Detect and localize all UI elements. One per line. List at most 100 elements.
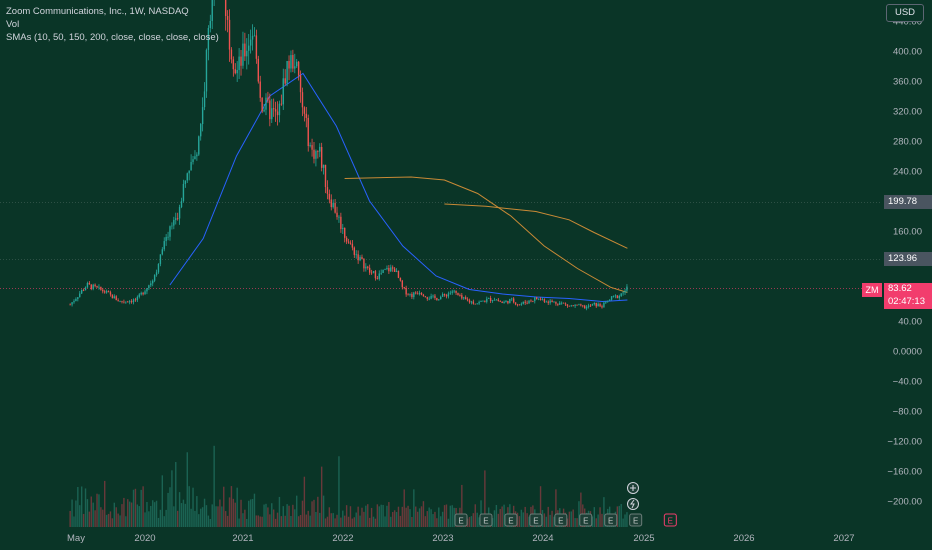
candle-body (338, 216, 340, 218)
candle-body (618, 295, 620, 299)
volume-bar (286, 504, 288, 527)
volume-bar (90, 496, 92, 527)
volume-bar (104, 480, 106, 527)
candle-body (582, 305, 584, 307)
candle-body (196, 154, 198, 157)
candle-body (401, 280, 404, 288)
candle-body (560, 302, 563, 304)
candle-body (104, 291, 106, 293)
candle-body (574, 304, 576, 307)
candle-body (332, 202, 334, 208)
candle-body (130, 301, 133, 303)
volume-bar (397, 506, 400, 527)
candle-body (82, 290, 85, 291)
volume-bar (102, 509, 104, 527)
candle-body (282, 78, 284, 105)
volume-bar (390, 516, 392, 527)
volume-bar (443, 505, 446, 527)
candle-body (267, 97, 269, 101)
candle-body (422, 294, 425, 297)
candle-body (440, 296, 442, 300)
candle-body (551, 300, 553, 302)
volume-bar (163, 516, 165, 527)
candle-body (290, 55, 292, 69)
candle-body (363, 258, 365, 269)
volume-bar (430, 509, 432, 527)
candle-body (136, 296, 139, 301)
candle-body (132, 299, 135, 303)
candle-body (466, 299, 469, 301)
volume-indicator-label[interactable]: Vol (6, 19, 20, 30)
volume-bar (213, 445, 215, 527)
candle-body (186, 173, 188, 181)
candle-body (536, 297, 538, 300)
currency-button[interactable]: USD (886, 4, 924, 22)
candle-body (539, 298, 542, 300)
candle-body (578, 304, 580, 306)
volume-bar (434, 511, 436, 527)
volume-bar (259, 516, 261, 527)
candle-body (370, 272, 373, 274)
sma-lines (169, 72, 628, 303)
candle-body (376, 278, 379, 280)
candle-body (263, 109, 265, 112)
volume-bar (374, 518, 377, 527)
volume-bar (88, 511, 91, 527)
candle-body (140, 292, 142, 295)
x-tick-label: 2026 (733, 533, 754, 544)
sma-indicator-label[interactable]: SMAs (10, 50, 150, 200, close, close, cl… (6, 32, 219, 43)
volume-bar (378, 506, 380, 527)
volume-bar (407, 505, 409, 527)
candle-body (361, 257, 363, 259)
volume-bar (522, 512, 524, 527)
candle-body (537, 298, 540, 300)
x-tick-label: 2020 (134, 533, 155, 544)
candle-body (568, 305, 571, 307)
candle-body (589, 305, 592, 307)
candle-body (286, 60, 288, 84)
volume-bar (447, 518, 450, 527)
candle-body (322, 164, 325, 168)
volume-bar (73, 516, 75, 527)
volume-bar (432, 514, 434, 527)
volume-bar (405, 507, 407, 527)
volume-bar (153, 502, 156, 527)
candle-body (512, 298, 515, 303)
earnings-marker-label: E (583, 517, 588, 526)
candle-body (146, 288, 148, 292)
volume-bar (603, 497, 605, 527)
candle-body (470, 301, 473, 303)
volume-bar (524, 506, 526, 527)
volume-bar (553, 516, 555, 527)
candle-body (319, 146, 321, 152)
candle-body (480, 300, 482, 302)
candle-body (107, 291, 110, 293)
volume-bar (401, 506, 404, 527)
candle-body (86, 282, 89, 288)
volume-bar (113, 502, 116, 527)
volume-bar (539, 486, 542, 527)
volume-bar (226, 515, 229, 527)
volume-bar (399, 515, 402, 527)
candle-body (232, 59, 235, 70)
y-tick-label: −160.00 (887, 467, 922, 478)
volume-bar (71, 499, 73, 527)
volume-bar (599, 507, 601, 527)
volume-bar (276, 512, 279, 527)
volume-bar (201, 507, 204, 527)
earnings-marker (504, 513, 518, 527)
candle-body (522, 301, 524, 304)
candle-body (125, 301, 127, 303)
symbol-title[interactable]: Zoom Communications, Inc., 1W, NASDAQ (6, 6, 189, 17)
candle-body (443, 294, 446, 296)
volume-bar (484, 470, 486, 527)
candle-body (530, 300, 532, 302)
y-tick-label: 40.00 (898, 317, 922, 328)
earnings-marker-label: E (633, 517, 638, 526)
volume-bar (344, 515, 346, 527)
x-axis: May 2020 2021 2022 2023 2024 2025 2026 2027 (67, 533, 855, 544)
volume-bar (274, 518, 277, 527)
symbol-badge: ZM (862, 283, 882, 297)
volume-bar (194, 510, 196, 527)
